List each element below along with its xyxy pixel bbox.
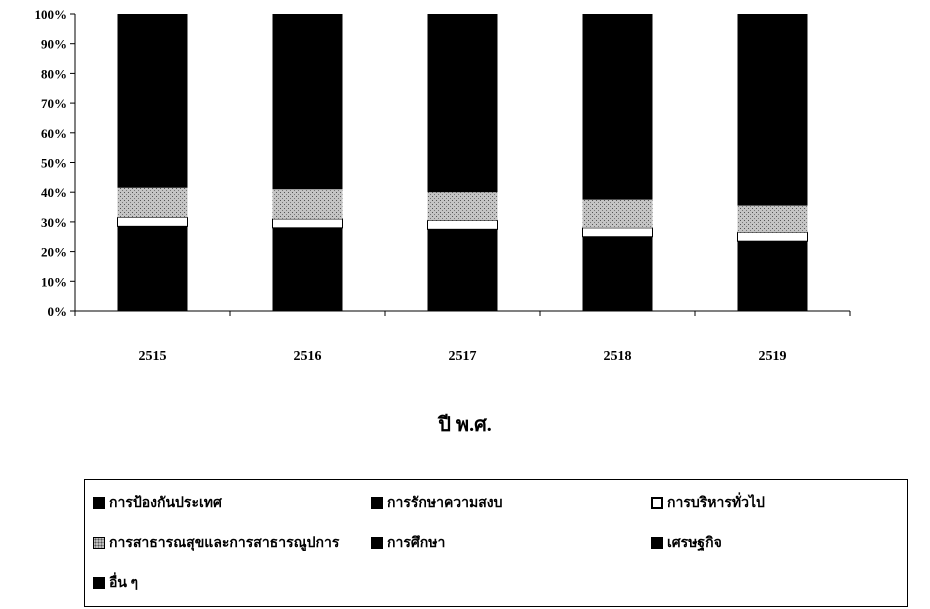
legend: การป้องกันประเทศ การรักษาความสงบ การบริห…: [84, 479, 908, 607]
bar-segment: [737, 14, 808, 206]
legend-label: การรักษาความสงบ: [387, 496, 503, 511]
x-category-label: 2518: [604, 349, 632, 364]
bar-segment: [582, 14, 653, 200]
legend-item-defense: การป้องกันประเทศ: [93, 492, 222, 514]
bar-segment: [427, 219, 498, 230]
y-tick-label: 20%: [41, 245, 67, 260]
bars: [117, 14, 808, 311]
bar-segment: [117, 216, 188, 227]
legend-item-others: อื่น ๆ: [93, 572, 138, 594]
bar-segment: [272, 189, 343, 219]
y-tick-label: 50%: [41, 156, 67, 171]
bar-segment: [737, 205, 808, 233]
legend-label: เศรษฐกิจ: [667, 536, 722, 551]
y-tick-label: 90%: [41, 37, 67, 52]
bar-segment: [272, 14, 343, 190]
bar-segment: [582, 227, 653, 238]
x-axis: 2515 2516 2517 2518 2519: [74, 310, 851, 364]
y-axis: 0% 10% 20% 30% 40% 50% 60% 70% 80% 90% 100%: [35, 7, 76, 319]
legend-swatch: [371, 497, 383, 509]
legend-label: การสาธารณสุขและการสาธารณูปการ: [109, 536, 340, 551]
y-tick-label: 80%: [41, 66, 67, 81]
bar-segment: [737, 231, 808, 242]
bar-segment: [737, 241, 808, 311]
legend-swatch: [651, 497, 663, 509]
bar-segment: [272, 227, 343, 311]
legend-label: การศึกษา: [387, 536, 446, 551]
y-tick-label: 70%: [41, 96, 67, 111]
bar-segment: [272, 218, 343, 229]
stacked-bar-chart: 0%10%20%30%40%50%60%70%80%90%100% 2515 25…: [35, 7, 851, 364]
bar-segment: [117, 187, 188, 218]
legend-swatch: [651, 537, 663, 549]
y-tick-label: 30%: [41, 215, 67, 230]
x-category-label: 2516: [294, 349, 322, 364]
x-category-label: 2517: [449, 349, 477, 364]
bar-segment: [427, 14, 498, 193]
y-tick-label: 60%: [41, 126, 67, 141]
legend-label: การป้องกันประเทศ: [109, 496, 222, 511]
legend-item-general-admin: การบริหารทั่วไป: [651, 492, 765, 514]
bar-segment: [427, 192, 498, 221]
legend-swatch: [93, 497, 105, 509]
legend-item-public-order: การรักษาความสงบ: [371, 492, 503, 514]
bar-segment: [117, 226, 188, 311]
bar-segment: [117, 14, 188, 188]
legend-swatch: [93, 537, 105, 549]
y-tick-label: 10%: [41, 274, 67, 289]
y-tick-label: 0%: [48, 304, 68, 319]
legend-swatch: [93, 577, 105, 589]
x-axis-title: ปี พ.ศ.: [438, 414, 492, 436]
bar-segment: [582, 199, 653, 228]
legend-label: การบริหารทั่วไป: [667, 496, 765, 511]
bar-segment: [582, 236, 653, 311]
y-tick-label: 40%: [41, 185, 67, 200]
x-category-label: 2515: [139, 349, 167, 364]
legend-item-health-utilities: การสาธารณสุขและการสาธารณูปการ: [93, 532, 339, 554]
y-tick-label: 100%: [35, 7, 68, 22]
x-category-label: 2519: [759, 349, 787, 364]
legend-swatch: [371, 537, 383, 549]
legend-item-education: การศึกษา: [371, 532, 445, 554]
bar-segment: [427, 229, 498, 311]
legend-item-economy: เศรษฐกิจ: [651, 532, 722, 554]
legend-label: อื่น ๆ: [109, 576, 138, 591]
